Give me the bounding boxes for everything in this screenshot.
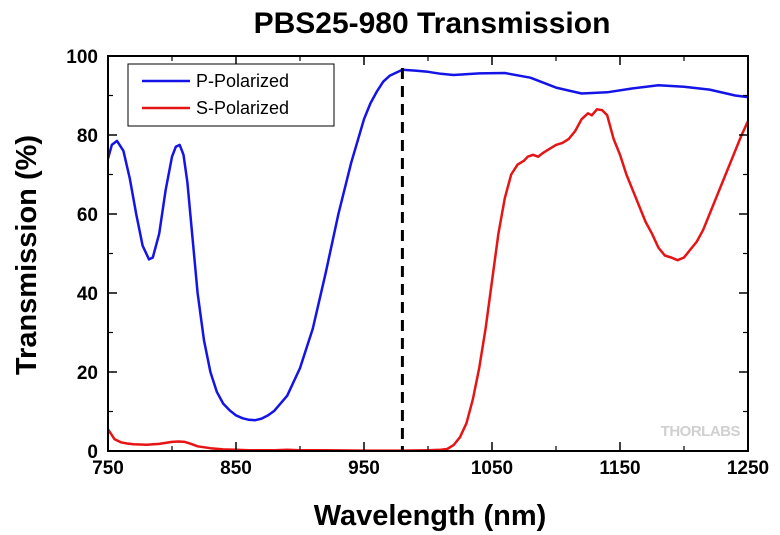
x-tick-label: 950 [348,458,380,479]
x-axis-label: Wavelength (nm) [314,500,547,532]
watermark-logo: THORLABS [661,423,741,440]
y-tick-label: 40 [77,284,98,305]
y-tick-label: 0 [87,442,98,463]
legend-label-s-polarized: S-Polarized [196,98,289,118]
legend-label-p-polarized: P-Polarized [196,71,289,91]
y-tick-label: 20 [77,363,98,384]
x-tick-label: 1150 [599,458,640,479]
series-line-s-polarized [108,108,748,451]
x-tick-label: 1050 [471,458,513,479]
y-tick-label: 60 [77,205,98,226]
y-tick-label: 80 [77,126,98,147]
x-tick-label: 750 [92,458,124,479]
plot-layer [108,68,748,451]
x-tick-label: 1250 [727,458,769,479]
series-line-p-polarized [108,68,748,422]
chart-title: PBS25-980 Transmission [254,7,611,40]
y-axis-label: Transmission (%) [11,135,43,375]
x-tick-label: 850 [220,458,252,479]
ticks-layer: 750 850 950 1050 1150 1250 0 20 40 60 80 100 [66,47,769,479]
plot-frame [107,55,749,452]
legend: P-Polarized S-Polarized [127,63,335,127]
legend-box [127,63,335,127]
y-tick-label: 100 [66,47,98,68]
